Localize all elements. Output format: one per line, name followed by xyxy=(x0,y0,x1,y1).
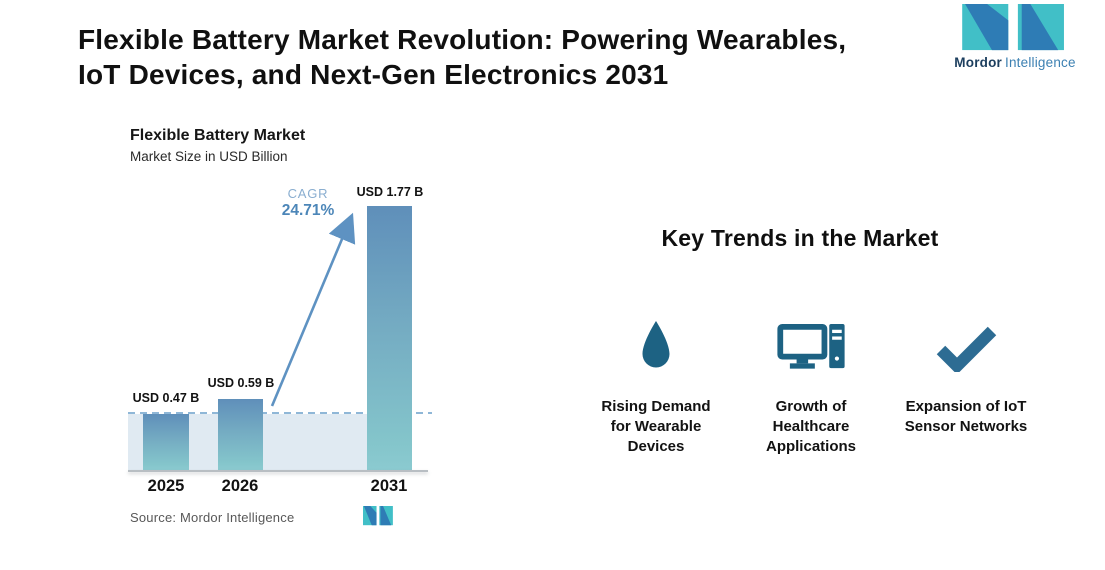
bar-value-label-2026: USD 0.59 B xyxy=(207,376,275,390)
bar-2026 xyxy=(218,399,263,470)
year-label-2031: 2031 xyxy=(370,477,408,495)
trend-item-wearables: Rising Demand for Wearable Devices xyxy=(576,318,736,457)
page-title: Flexible Battery Market Revolution: Powe… xyxy=(78,22,846,92)
bar-2025 xyxy=(143,414,189,470)
brand-logo: Mordor Intelligence xyxy=(940,4,1090,70)
bar-2031 xyxy=(367,206,412,470)
checkmark-icon xyxy=(936,326,997,372)
computer-icon xyxy=(777,324,845,369)
brand-name-bold: Mordor xyxy=(954,55,1002,70)
cagr-label: CAGR xyxy=(287,186,329,201)
chart-brand-mark-icon xyxy=(363,506,393,526)
source-note: Source: Mordor Intelligence xyxy=(130,510,295,525)
trend-label: Rising Demand for Wearable Devices xyxy=(601,398,711,455)
cagr-annotation: CAGR 24.71% xyxy=(258,186,358,220)
chart-subtitle: Market Size in USD Billion xyxy=(130,149,288,164)
x-axis-line xyxy=(128,470,428,472)
bar-value-label-2025: USD 0.47 B xyxy=(132,391,200,405)
trends-heading: Key Trends in the Market xyxy=(661,225,939,251)
trend-item-healthcare: Growth of Healthcare Applications xyxy=(731,318,891,457)
reference-dashed-line xyxy=(128,412,432,414)
page-title-line-1: Flexible Battery Market Revolution: Powe… xyxy=(78,24,847,55)
trend-label: Growth of Healthcare Applications xyxy=(765,398,856,455)
trend-label: Expansion of IoT Sensor Networks xyxy=(904,398,1028,435)
bar-value-label-2031: USD 1.77 B xyxy=(356,185,424,199)
plot-area: USD 0.47 B USD 0.59 B USD 1.77 B CAGR 24… xyxy=(128,180,432,472)
brand-name: Mordor Intelligence xyxy=(940,55,1090,70)
chart-title: Flexible Battery Market xyxy=(130,127,306,144)
brand-name-light: Intelligence xyxy=(1005,55,1076,70)
cagr-value: 24.71% xyxy=(281,202,335,219)
year-label-2025: 2025 xyxy=(147,477,185,495)
page-title-line-2: IoT Devices, and Next-Gen Electronics 20… xyxy=(78,59,669,90)
trend-item-iot: Expansion of IoT Sensor Networks xyxy=(886,318,1046,437)
year-label-2026: 2026 xyxy=(221,477,259,495)
droplet-icon xyxy=(642,321,670,368)
brand-mark-icon xyxy=(962,4,1064,51)
